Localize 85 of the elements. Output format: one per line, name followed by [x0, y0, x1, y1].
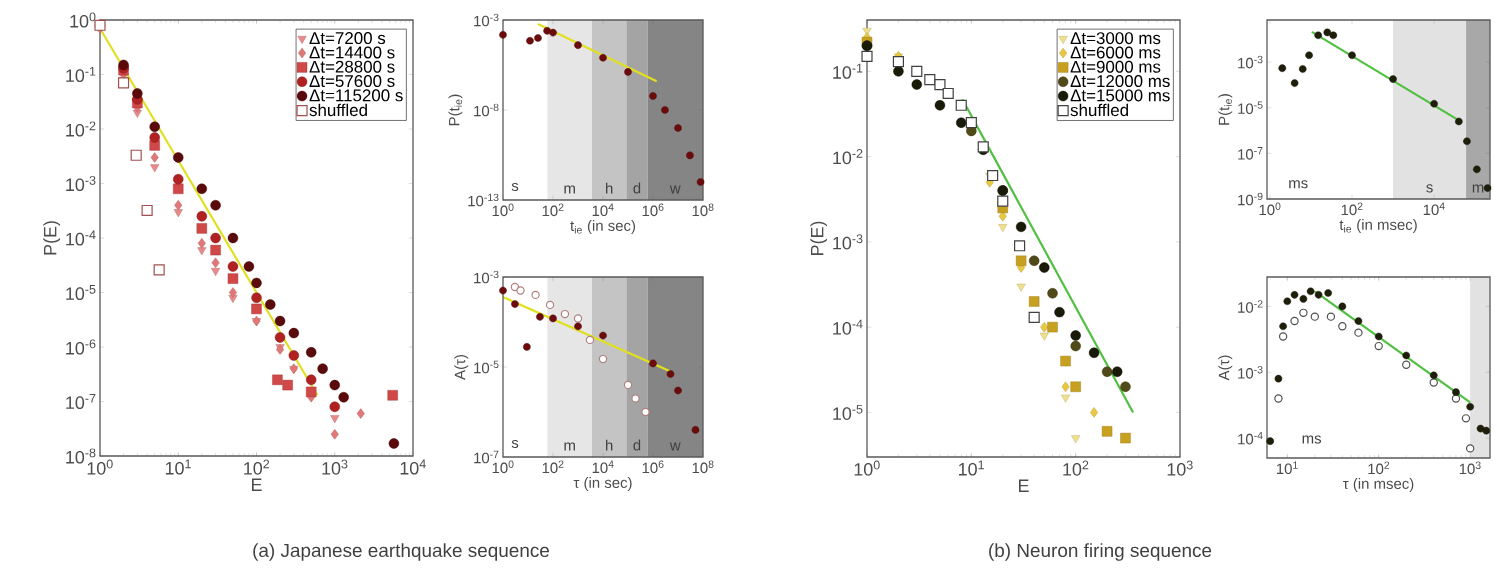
x-tick-label: 10$^{1}$ [1276, 461, 1298, 475]
y-tick-label: 10$^{0}$ [70, 12, 96, 28]
band-label: m [564, 185, 575, 194]
x-tick-label: 10$^{1}$ [958, 460, 984, 476]
y-axis-title: P(t$_{ie}$) [1218, 94, 1233, 125]
band-label: h [606, 182, 613, 194]
x-tick-label: 10$^{4}$ [592, 460, 614, 474]
legend-label: Δt=7200 s [309, 32, 386, 45]
legend-label: Δt=12000 ms [1070, 75, 1170, 88]
band-label: m [1472, 184, 1484, 193]
y-tick-label: 10$^{-3}$ [1238, 365, 1263, 379]
x-tick-label: 10$^{2}$ [1368, 461, 1390, 475]
y-tick-label: 10$^{-1}$ [833, 63, 863, 79]
x-tick-label: 10$^{3}$ [322, 459, 348, 475]
y-tick-label: 10$^{-4}$ [66, 230, 96, 246]
x-axis-title: E [1019, 479, 1029, 492]
y-tick-label: 10$^{-5}$ [66, 284, 96, 301]
y-tick-label: 10$^{-4}$ [1238, 431, 1263, 445]
y-tick-label: 10$^{-3}$ [833, 234, 863, 250]
x-axis-title: τ (in msec) [1342, 478, 1414, 492]
y-tick-label: 10$^{-3}$ [66, 175, 96, 192]
legend-label: shuffled [1070, 103, 1128, 117]
x-axis-title: τ (in sec) [573, 477, 632, 491]
x-tick-label: 10$^{2}$ [542, 203, 564, 217]
x-tick-label: 10$^{0}$ [854, 460, 880, 476]
annotation: s [511, 439, 519, 449]
band-label: d [633, 182, 641, 194]
y-axis-title: P(E) [810, 221, 828, 255]
y-tick-label: 10$^{-8}$ [474, 103, 499, 117]
x-tick-label: 10$^{2}$ [1063, 460, 1089, 476]
legend-label: Δt=6000 ms [1070, 46, 1161, 59]
x-tick-label: 10$^{6}$ [642, 460, 664, 474]
y-tick-label: 10$^{-2}$ [66, 121, 96, 137]
y-tick-label: 10$^{-2}$ [833, 149, 863, 165]
text: (a) Japanese earthquake sequence [253, 543, 550, 561]
y-axis-title: A(τ) [1218, 355, 1233, 381]
y-tick-label: 10$^{-1}$ [66, 66, 96, 83]
band-label: w [669, 442, 681, 451]
x-tick-label: 10$^{3}$ [1167, 460, 1193, 476]
x-tick-label: 10$^{1}$ [165, 459, 191, 475]
legend-label: Δt=3000 ms [1070, 32, 1161, 45]
y-axis-title: A(τ) [454, 355, 469, 380]
x-tick-label: 10$^{4}$ [1423, 202, 1445, 216]
band-label: m [564, 442, 575, 451]
text: (b) Neuron firing sequence [989, 543, 1212, 561]
x-tick-label: 10$^{8}$ [692, 203, 714, 217]
band-label: d [633, 439, 641, 451]
y-tick-label: 10$^{-3}$ [1238, 55, 1263, 69]
annotation: ms [1289, 180, 1308, 189]
y-tick-label: 10$^{-7}$ [66, 393, 96, 410]
x-tick-label: 10$^{2}$ [244, 459, 270, 475]
annotation: s [511, 182, 519, 192]
y-axis-title: P(t$_{ie}$) [448, 94, 463, 126]
annotation: ms [1302, 435, 1322, 444]
x-tick-label: 10$^{3}$ [1459, 461, 1481, 475]
y-tick-label: 10$^{-5}$ [474, 360, 499, 374]
x-axis-title: t$_{ie}$ (in sec) [570, 220, 636, 234]
legend-label: Δt=28800 s [309, 60, 395, 73]
x-tick-label: 10$^{0}$ [87, 459, 113, 475]
x-tick-label: 10$^{2}$ [542, 460, 564, 474]
y-tick-label: 10$^{-4}$ [833, 319, 863, 335]
y-tick-label: 10$^{-3}$ [474, 270, 499, 284]
y-tick-label: 10$^{-3}$ [474, 13, 499, 27]
y-axis-title: P(E) [43, 221, 61, 255]
legend-label: Δt=9000 ms [1070, 60, 1161, 73]
y-tick-label: 10$^{-7}$ [1238, 147, 1263, 160]
x-tick-label: 10$^{2}$ [1341, 202, 1363, 216]
band-label: s [1426, 184, 1433, 193]
legend-label: Δt=14400 s [309, 46, 395, 59]
legend-label: Δt=57600 s [309, 75, 395, 88]
y-tick-label: 10$^{-5}$ [833, 404, 863, 420]
legend-label: Δt=15000 ms [1070, 89, 1170, 102]
x-axis-title: t$_{ie}$ (in msec) [1339, 219, 1417, 233]
x-tick-label: 10$^{8}$ [692, 460, 714, 474]
legend-label: shuffled [309, 103, 367, 117]
band-label: h [606, 439, 613, 451]
x-tick-label: 10$^{4}$ [400, 459, 426, 475]
x-axis-title: E [251, 478, 262, 491]
y-tick-label: 10$^{-6}$ [66, 339, 96, 355]
y-tick-label: 10$^{-5}$ [1238, 101, 1263, 114]
band-label: w [669, 185, 681, 194]
legend-label: Δt=115200 s [309, 89, 403, 102]
y-tick-label: 10$^{-2}$ [1238, 300, 1263, 313]
x-tick-label: 10$^{6}$ [642, 203, 664, 217]
x-tick-label: 10$^{4}$ [592, 203, 614, 217]
